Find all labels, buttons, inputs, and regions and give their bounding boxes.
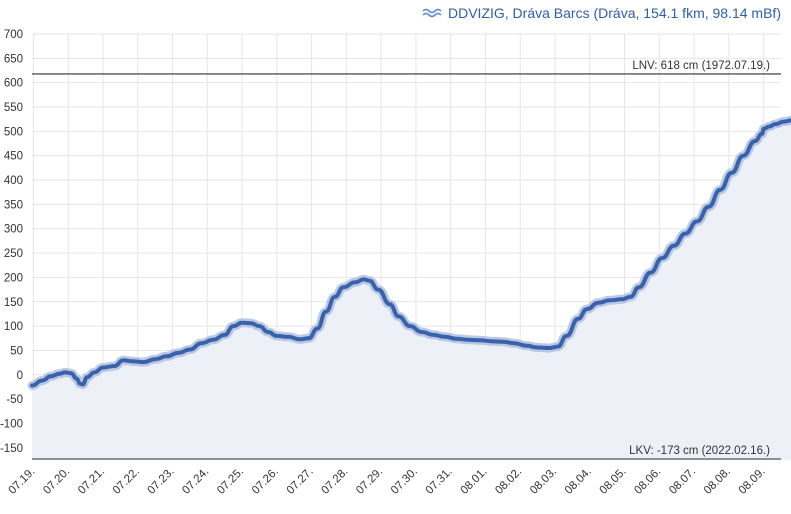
y-tick-label: 150 [4, 297, 23, 309]
chart-title: DDVIZIG, Dráva Barcs (Dráva, 154.1 fkm, … [448, 5, 781, 21]
y-tick-label: 300 [4, 224, 23, 236]
y-tick-label: 600 [4, 78, 23, 90]
series-line [27, 115, 791, 390]
y-tick-label: -100 [0, 418, 23, 430]
x-tick-label: 07.22. [111, 466, 142, 497]
series-area-fill [32, 120, 791, 460]
reference-line-label: LNV: 618 cm (1972.07.19.) [632, 60, 770, 72]
y-tick-label: 50 [10, 345, 23, 357]
x-tick-label: 08.02. [493, 466, 524, 497]
x-tick-label: 07.24. [180, 466, 211, 497]
reference-line-label: LKV: -173 cm (2022.02.16.) [629, 445, 770, 457]
x-tick-label: 08.08. [702, 466, 733, 497]
x-tick-label: 07.30. [389, 466, 420, 497]
y-tick-label: 450 [4, 151, 23, 163]
y-tick-label: 0 [17, 370, 23, 382]
y-tick-label: 550 [4, 102, 23, 114]
x-tick-label: 08.03. [528, 466, 559, 497]
series-line-path [30, 118, 791, 388]
y-tick-label: 250 [4, 248, 23, 260]
x-tick-label: 08.09. [737, 466, 768, 497]
x-tick-label: 08.07. [667, 466, 698, 497]
x-axis-ticks: 07.19. 07.20. 07.21. 07.22. 07.23. 07.24. 07.2… [6, 466, 767, 497]
x-tick-label: 07.21. [76, 466, 107, 497]
reference-lines: LNV: 618 cm (1972.07.19.) LKV: -173 cm (2… [32, 60, 781, 460]
series-area [32, 120, 791, 460]
y-tick-label: 700 [4, 29, 23, 41]
x-tick-label: 07.25. [215, 466, 246, 497]
y-tick-label: 500 [4, 126, 23, 138]
y-tick-label: -150 [0, 443, 23, 455]
x-tick-label: 07.19. [6, 466, 37, 497]
wave-logo-icon [422, 8, 442, 18]
y-tick-label: 650 [4, 53, 23, 65]
y-tick-label: 400 [4, 175, 23, 187]
x-tick-label: 07.27. [285, 466, 316, 497]
y-tick-label: -50 [6, 394, 23, 406]
y-tick-label: 100 [4, 321, 23, 333]
y-tick-label: 350 [4, 199, 23, 211]
chart-title-bar: DDVIZIG, Dráva Barcs (Dráva, 154.1 fkm, … [422, 5, 781, 21]
x-tick-label: 08.04. [563, 466, 594, 497]
x-tick-label: 08.01. [458, 466, 489, 497]
y-axis-ticks: 7006506005505004504003503002502001501005… [0, 29, 23, 455]
x-tick-label: 07.29. [354, 466, 385, 497]
x-tick-label: 07.20. [41, 466, 72, 497]
x-tick-label: 07.23. [146, 466, 177, 497]
x-tick-label: 07.26. [250, 466, 281, 497]
x-tick-label: 08.05. [598, 466, 629, 497]
x-tick-label: 07.31. [424, 466, 455, 497]
x-tick-label: 07.28. [319, 466, 350, 497]
y-tick-label: 200 [4, 272, 23, 284]
x-tick-label: 08.06. [632, 466, 663, 497]
